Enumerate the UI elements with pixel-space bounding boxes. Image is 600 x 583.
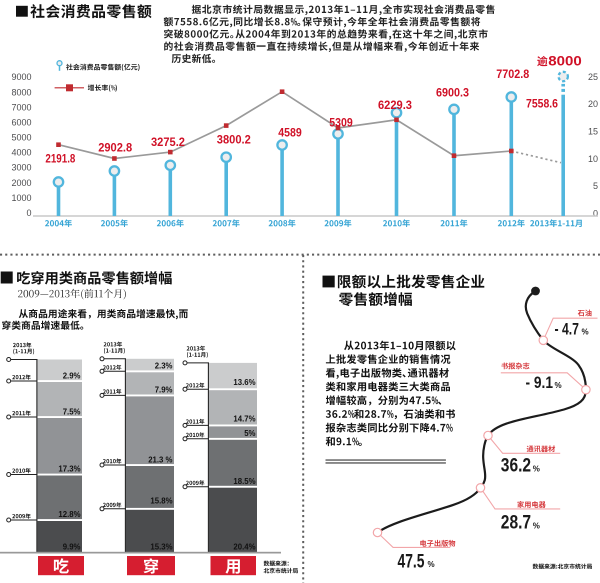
svg-text:2.9%: 2.9% — [63, 372, 81, 381]
svg-text:5309: 5309 — [329, 117, 353, 129]
svg-text:5%: 5% — [244, 429, 255, 438]
svg-text:10: 10 — [588, 154, 598, 164]
svg-text:15.8%: 15.8% — [150, 497, 172, 506]
svg-text:14.7%: 14.7% — [233, 414, 255, 423]
svg-text:7.5%: 7.5% — [63, 408, 81, 417]
svg-text:0: 0 — [593, 208, 598, 218]
svg-text:21.3 %: 21.3 % — [148, 455, 172, 464]
svg-text:6000: 6000 — [11, 117, 31, 127]
svg-text:1000: 1000 — [11, 193, 31, 203]
svg-text:15: 15 — [588, 126, 598, 136]
svg-text:%: % — [555, 381, 562, 390]
svg-text:13.6%: 13.6% — [233, 378, 255, 387]
svg-text:- 4.7: - 4.7 — [555, 320, 580, 338]
svg-text:2191.8: 2191.8 — [45, 153, 76, 165]
svg-text:7702.8: 7702.8 — [496, 67, 529, 81]
svg-text:5: 5 — [593, 181, 598, 191]
svg-text:%: % — [533, 522, 540, 531]
svg-text:3275.2: 3275.2 — [151, 137, 185, 149]
svg-text:6900.3: 6900.3 — [436, 86, 469, 100]
svg-text:9.9%: 9.9% — [63, 542, 81, 551]
svg-text:12.8%: 12.8% — [58, 510, 80, 519]
svg-text:4589: 4589 — [278, 128, 302, 140]
svg-text:%: % — [533, 465, 540, 474]
svg-text:7558.6: 7558.6 — [526, 96, 558, 110]
svg-text:36.2: 36.2 — [501, 455, 531, 476]
svg-text:3000: 3000 — [11, 163, 31, 173]
svg-text:20: 20 — [588, 99, 598, 109]
svg-text:0: 0 — [26, 208, 31, 218]
svg-text:20.4%: 20.4% — [233, 542, 255, 551]
svg-text:28.7: 28.7 — [501, 513, 531, 534]
svg-text:17.3%: 17.3% — [58, 465, 80, 474]
svg-text:2000: 2000 — [11, 178, 31, 188]
svg-text:%: % — [428, 560, 435, 569]
svg-text:7.9%: 7.9% — [155, 386, 173, 395]
svg-text:2902.8: 2902.8 — [98, 142, 133, 154]
svg-text:8000: 8000 — [548, 52, 582, 68]
svg-text:8000: 8000 — [11, 87, 31, 97]
svg-text:18.5%: 18.5% — [233, 477, 255, 486]
svg-text:%: % — [582, 327, 589, 336]
svg-text:6229.3: 6229.3 — [378, 100, 412, 112]
svg-text:- 9.1: - 9.1 — [526, 374, 554, 392]
svg-text:47.5: 47.5 — [398, 550, 425, 572]
svg-text:4000: 4000 — [11, 148, 31, 158]
svg-text:7000: 7000 — [11, 102, 31, 112]
svg-text:3800.2: 3800.2 — [217, 135, 251, 147]
svg-text:9000: 9000 — [11, 72, 31, 82]
svg-text:15.3%: 15.3% — [150, 542, 172, 551]
svg-text:2.3%: 2.3% — [155, 362, 173, 371]
svg-text:5000: 5000 — [11, 133, 31, 143]
svg-text:25: 25 — [588, 72, 598, 82]
